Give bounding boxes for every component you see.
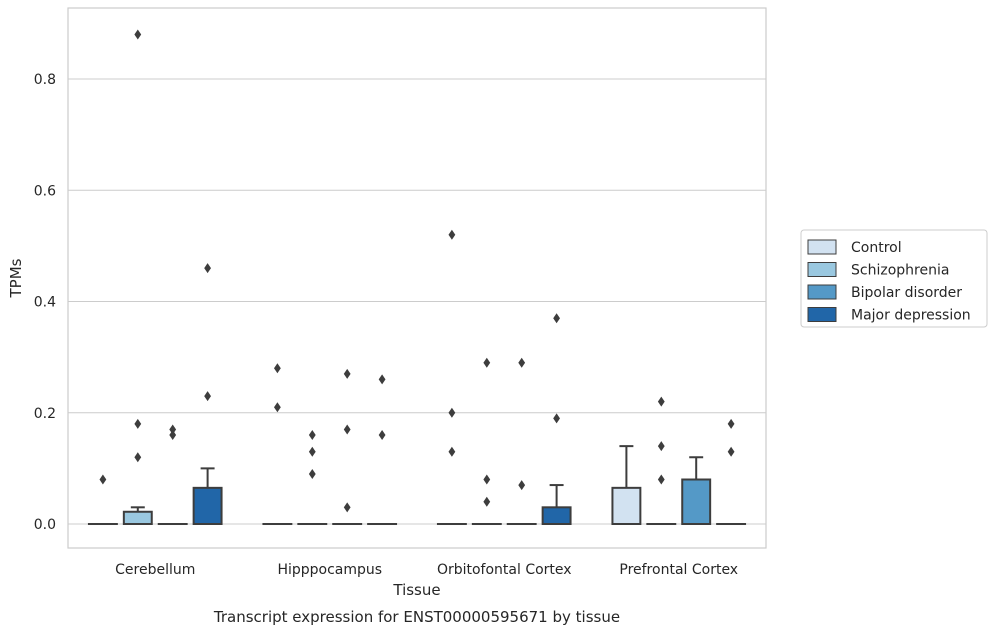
outlier-point xyxy=(343,502,351,513)
box-body xyxy=(681,478,712,525)
legend-label: Major depression xyxy=(851,308,971,324)
outlier-point xyxy=(308,468,316,479)
outlier-point xyxy=(134,452,142,463)
outlier-point xyxy=(378,430,386,440)
legend-swatch xyxy=(807,262,837,277)
outlier-point xyxy=(343,424,351,435)
plot-area xyxy=(67,7,767,549)
outlier-point xyxy=(553,413,560,424)
outlier-point xyxy=(378,374,386,385)
y-tick-label: 0.0 xyxy=(34,517,56,533)
legend-label: Control xyxy=(851,240,902,256)
y-tick-label: 0.8 xyxy=(34,72,56,88)
outlier-point xyxy=(448,229,456,240)
box-body xyxy=(541,506,572,525)
x-tick-label: Prefrontal Cortex xyxy=(619,562,738,578)
y-axis-label: TPMs xyxy=(7,258,25,298)
outlier-point xyxy=(483,474,491,485)
outlier-point xyxy=(308,430,316,440)
x-axis-label: Tissue xyxy=(392,581,440,599)
box-major-depression xyxy=(541,484,572,525)
outlier-point xyxy=(448,407,456,418)
outlier-point xyxy=(134,418,142,429)
outlier-point xyxy=(657,474,665,485)
box-groups xyxy=(87,445,747,526)
outlier-point xyxy=(657,441,665,452)
outlier-point xyxy=(448,446,456,457)
box-schizophrenia xyxy=(122,506,153,526)
y-tick-label: 0.4 xyxy=(34,295,56,311)
x-tick-label: Hipppocampus xyxy=(277,562,382,578)
y-axis-ticks: 0.0 0.2 0.4 0.6 0.8 xyxy=(34,72,56,533)
legend-frame xyxy=(800,229,988,328)
outlier-point xyxy=(518,357,526,368)
outlier-point xyxy=(99,474,107,485)
outlier-point xyxy=(169,424,177,435)
outlier-point xyxy=(727,446,735,457)
legend-label: Bipolar disorder xyxy=(851,285,962,301)
outlier-point xyxy=(343,368,351,379)
outlier-point xyxy=(483,357,491,368)
y-tick-label: 0.6 xyxy=(34,183,56,199)
outlier-points xyxy=(99,29,735,513)
x-tick-label: Orbitofontal Cortex xyxy=(437,562,572,578)
outlier-point xyxy=(727,418,735,429)
legend-swatch xyxy=(807,307,837,322)
outlier-point xyxy=(483,496,491,507)
chart-caption: Transcript expression for ENST0000059567… xyxy=(213,608,620,626)
outlier-point xyxy=(274,363,281,374)
box-bipolar-disorder xyxy=(681,456,712,525)
outlier-point xyxy=(204,391,211,402)
outlier-point xyxy=(134,29,142,40)
y-tick-label: 0.2 xyxy=(34,406,56,422)
outlier-point xyxy=(204,263,211,274)
x-axis-ticks: Cerebellum Hipppocampus Orbitofontal Corte… xyxy=(115,562,738,578)
box-body xyxy=(192,486,223,525)
x-tick-label: Cerebellum xyxy=(115,562,195,578)
legend: Control Schizophrenia Bipolar disorder Majo… xyxy=(800,229,988,328)
box-control xyxy=(611,445,642,525)
box-body xyxy=(122,510,153,526)
legend-swatch xyxy=(807,239,837,255)
outlier-point xyxy=(169,430,177,440)
outlier-point xyxy=(657,396,665,407)
box-major-depression xyxy=(192,467,223,525)
outlier-point xyxy=(308,446,316,457)
legend-swatch xyxy=(807,284,837,300)
legend-label: Schizophrenia xyxy=(851,263,949,279)
outlier-point xyxy=(274,402,281,413)
box-body xyxy=(611,486,642,525)
outlier-point xyxy=(553,313,560,324)
outlier-point xyxy=(518,480,526,491)
